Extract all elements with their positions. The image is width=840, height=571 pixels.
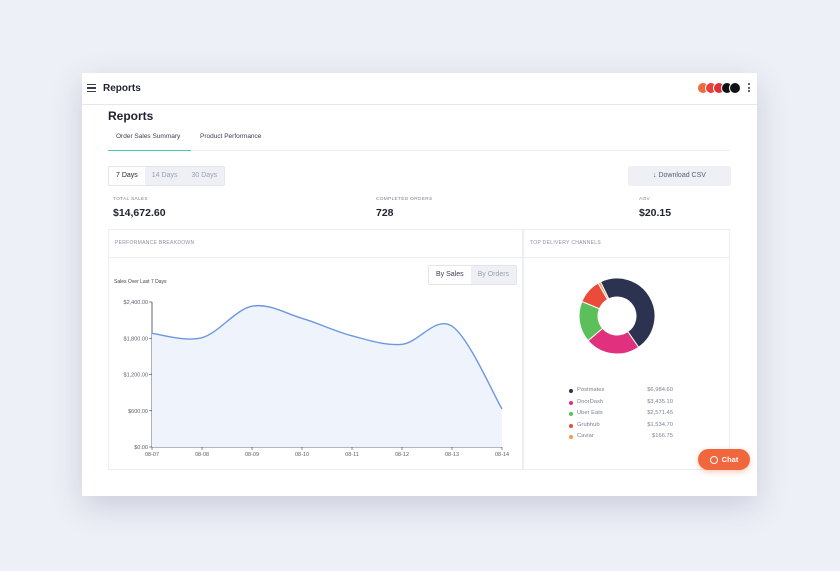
legend-item: DoorDash $3,435.10 — [569, 399, 679, 411]
by-sales-button[interactable]: By Sales — [429, 266, 471, 284]
hamburger-menu-icon[interactable] — [87, 84, 96, 92]
legend-channel-value: $3,435.10 — [647, 398, 673, 405]
delivery-channels-donut-chart — [578, 277, 656, 355]
aov-label: AOV — [639, 197, 651, 202]
report-tabs: Order Sales Summary Product Performance — [108, 131, 730, 151]
tab-product-performance[interactable]: Product Performance — [200, 133, 262, 140]
tab-order-sales-summary[interactable]: Order Sales Summary — [108, 131, 191, 151]
legend-dot — [569, 435, 573, 440]
legend-dot — [569, 412, 573, 417]
x-tick-label: 08-09 — [245, 452, 259, 458]
legend-channel-value: $6,984.60 — [647, 387, 673, 393]
y-tick-label: $2,400.00 — [124, 300, 148, 306]
legend-channel-name: Grubhub — [577, 421, 600, 428]
total-sales-value: $14,672.60 — [113, 207, 166, 219]
legend-item: Postmates $6,984.60 — [569, 387, 679, 399]
page-title: Reports — [108, 109, 154, 123]
chat-button-label: Chat — [721, 455, 739, 464]
completed-orders-value: 728 — [376, 207, 394, 219]
legend-channel-name: Caviar — [577, 433, 594, 440]
y-tick-label: $600.00 — [128, 409, 148, 415]
metric-toggle: By Sales By Orders — [428, 265, 518, 285]
date-range-selector: 7 Days 14 Days 30 Days — [108, 166, 226, 186]
legend-item: Uber Eats $2,571.45 — [569, 410, 679, 422]
donut-slice-postmates — [599, 277, 656, 348]
legend-dot — [569, 423, 573, 428]
range-14-days-button[interactable]: 14 Days — [144, 167, 185, 185]
panel-divider — [109, 257, 522, 258]
download-csv-button[interactable]: ↓ Download CSV — [628, 166, 731, 186]
legend-channel-value: $1,534.70 — [647, 421, 673, 428]
x-tick-label: 08-12 — [395, 452, 409, 458]
aov-value: $20.15 — [639, 207, 672, 219]
donut-slice-caviar — [597, 281, 610, 301]
chat-bubble-icon — [709, 455, 718, 464]
top-delivery-channels-title: TOP DELIVERY CHANNELS — [530, 240, 601, 246]
panel-divider — [524, 257, 729, 258]
legend-channel-name: Uber Eats — [577, 410, 603, 417]
by-orders-button[interactable]: By Orders — [470, 266, 517, 284]
performance-breakdown-panel: PERFORMANCE BREAKDOWN By Sales By Orders… — [108, 229, 523, 470]
x-tick-label: 08-07 — [145, 452, 159, 458]
legend-channel-name: DoorDash — [577, 398, 604, 405]
top-delivery-channels-panel: TOP DELIVERY CHANNELS Postmates $6,984.60… — [523, 229, 730, 470]
chat-button[interactable]: Chat — [698, 449, 750, 470]
y-tick-label: $1,800.00 — [124, 336, 148, 342]
y-tick-label: $1,200.00 — [124, 373, 148, 379]
legend-dot — [569, 389, 573, 393]
legend-channel-value: $2,571.45 — [647, 410, 673, 417]
range-30-days-button[interactable]: 30 Days — [184, 167, 225, 185]
x-tick-label: 08-14 — [495, 452, 509, 458]
range-7-days-button[interactable]: 7 Days — [109, 167, 145, 185]
integration-logo-icon — [729, 82, 741, 94]
sales-line — [151, 304, 503, 410]
integration-logos — [697, 82, 741, 94]
reports-window: Reports Reports Order Sales Summary Prod… — [82, 73, 757, 496]
legend-channel-name: Postmates — [577, 387, 605, 393]
top-bar: Reports — [82, 73, 757, 105]
y-tick-label: $0.00 — [134, 445, 148, 451]
legend-item: Grubhub $1,534.70 — [569, 422, 679, 434]
completed-orders-label: COMPLETED ORDERS — [376, 197, 433, 202]
reports-content: Reports Order Sales Summary Product Perf… — [82, 105, 757, 496]
performance-breakdown-title: PERFORMANCE BREAKDOWN — [115, 240, 195, 246]
x-tick-label: 08-13 — [445, 452, 459, 458]
x-tick-label: 08-10 — [295, 452, 309, 458]
legend-channel-value: $166.75 — [652, 433, 673, 440]
x-tick-label: 08-11 — [345, 452, 359, 458]
sales-area-fill — [152, 305, 502, 447]
channels-legend: Postmates $6,984.60 DoorDash $3,435.10 Uber … — [569, 387, 679, 445]
sales-line-chart: $0.00 $600.00 $1,200.00 $1,800.00 $2,400.00 0… — [124, 300, 510, 458]
x-tick-label: 08-08 — [195, 452, 209, 458]
legend-dot — [569, 400, 573, 405]
legend-item: Caviar $166.75 — [569, 433, 679, 445]
chart-subtitle: Sales Over Last 7 Days — [114, 279, 167, 285]
topbar-title: Reports — [103, 83, 141, 94]
more-options-icon[interactable] — [748, 83, 751, 93]
total-sales-label: TOTAL SALES — [113, 197, 148, 202]
